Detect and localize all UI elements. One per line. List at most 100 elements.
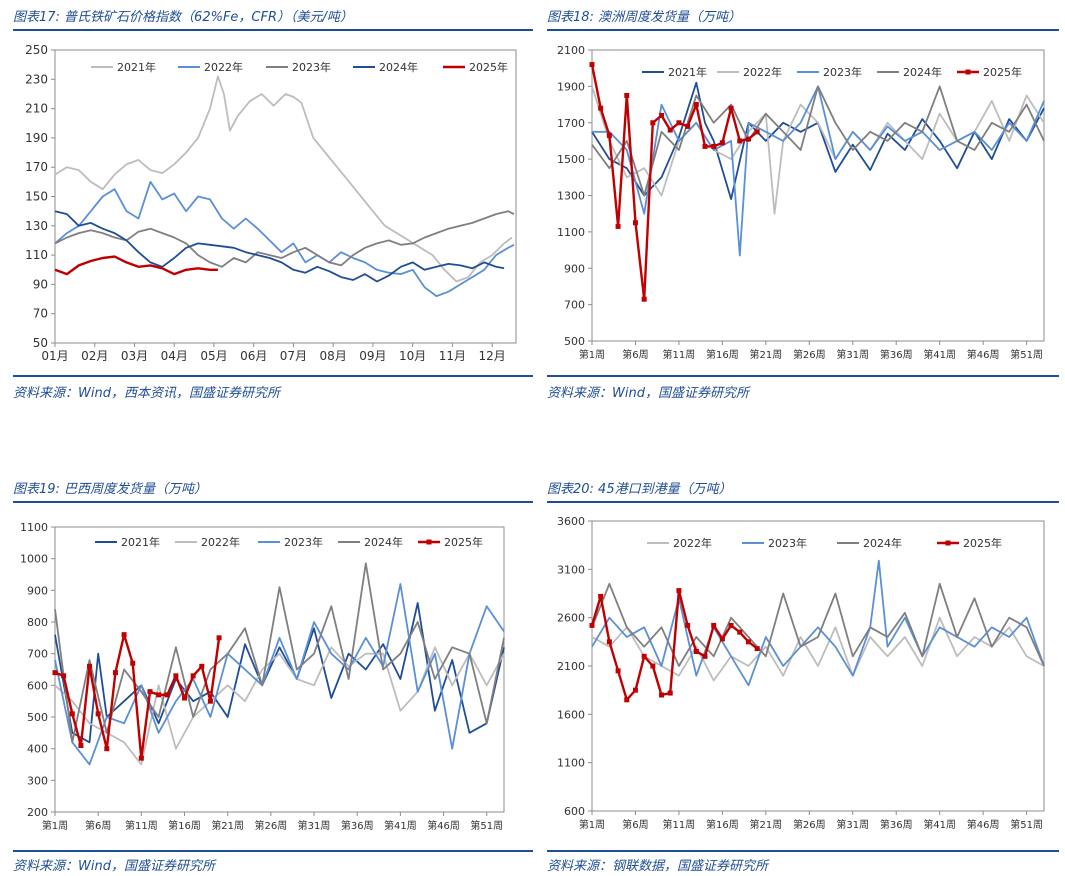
x-tick-label: 第36周 (880, 818, 913, 831)
source-rule (13, 850, 533, 852)
legend-label: 2022年 (743, 65, 782, 79)
series-point-2025年 (702, 143, 708, 149)
series-point-2025年 (667, 690, 673, 696)
x-tick-label: 第46周 (427, 819, 460, 832)
series-point-2025年 (667, 127, 673, 133)
series-point-2025年 (659, 112, 665, 118)
y-tick-label: 250 (25, 43, 48, 57)
x-tick-label: 第16周 (706, 348, 739, 361)
x-tick-label: 第11周 (663, 818, 696, 831)
series-point-2025年 (719, 140, 725, 146)
series-point-2025年 (112, 670, 118, 676)
x-tick-label: 11月 (439, 349, 466, 363)
series-line-2021年 (54, 602, 505, 744)
x-tick-label: 第1周 (579, 348, 605, 361)
chart-australia-shipments: 500 700 900 1100 1300 1500 1700 1900 2100 第1周 第6周 第… (557, 44, 1045, 361)
series-line-2021年 (54, 75, 513, 283)
series-point-2025年 (138, 755, 144, 761)
legend-label: 2024年 (364, 535, 403, 549)
y-tick-label: 200 (27, 806, 48, 819)
series-point-2025年 (199, 663, 205, 669)
series-line-2023年 (592, 85, 1045, 257)
chart-iron-ore-price: 50 70 90 110 130 150 170 190 210 230 250 01月 02月 03月 0… (25, 43, 517, 363)
chart-45-port-arrivals: 600 1100 1600 2100 2600 3100 3600 第1周 第6周 第11周 第16… (557, 515, 1045, 831)
series-point-2025年 (719, 636, 725, 642)
y-tick-label: 900 (564, 262, 585, 275)
series-line-2021年 (591, 81, 1045, 201)
y-tick-label: 190 (25, 131, 48, 145)
series-line-2023年 (54, 210, 515, 268)
legend-label: 2025年 (444, 535, 483, 549)
title-rule (547, 29, 1059, 31)
series-point-2025年 (624, 697, 630, 703)
x-tick-label: 第26周 (254, 819, 287, 832)
source-rule (547, 850, 1059, 852)
y-tick-label: 50 (33, 336, 48, 350)
series-line-2025年 (590, 64, 758, 301)
x-tick-label: 第51周 (1010, 818, 1043, 831)
x-tick-label: 第41周 (384, 819, 417, 832)
plot-frame (591, 49, 1045, 342)
series-line-2023年 (591, 559, 1045, 687)
x-tick-label: 第31周 (836, 818, 869, 831)
x-tick-label: 第11周 (125, 819, 158, 832)
panel-iron-ore-price: 图表17: 普氏铁矿石价格指数（62%Fe，CFR）（美元/吨） 50 70 90 1… (13, 0, 533, 410)
plot-frame (54, 526, 505, 813)
series-point-2025年 (624, 92, 630, 98)
panel-45-port-arrivals: 图表20: 45港口到港量（万吨） 600 1100 1600 2100 2600 310… (547, 472, 1059, 876)
x-tick-label: 第26周 (793, 348, 826, 361)
series-point-2025年 (130, 660, 136, 666)
source-note: 资料来源：Wind，国盛证券研究所 (13, 859, 215, 874)
x-tick-label: 第31周 (836, 348, 869, 361)
legend-marker (945, 540, 951, 546)
legend-marker (426, 539, 432, 545)
series-point-2025年 (207, 698, 213, 704)
x-tick-label: 第11周 (663, 348, 696, 361)
y-tick-label: 700 (27, 648, 48, 661)
series-point-2025年 (685, 622, 691, 628)
series-point-2025年 (52, 670, 58, 676)
series-point-2025年 (190, 673, 196, 679)
y-tick-label: 150 (25, 190, 48, 204)
y-tick-label: 800 (27, 616, 48, 629)
legend-label: 2021年 (668, 65, 707, 79)
y-tick-label: 70 (33, 307, 48, 321)
x-tick-label: 10月 (399, 349, 426, 363)
series-line-2024年 (591, 85, 1045, 197)
legend-label: 2025年 (963, 536, 1002, 550)
x-tick-label: 06月 (240, 349, 267, 363)
legend-label: 2023年 (768, 536, 807, 550)
y-tick-label: 130 (25, 219, 48, 233)
series-line-2024年 (54, 210, 505, 283)
legend-label: 2024年 (903, 65, 942, 79)
series-point-2025年 (147, 689, 153, 695)
title-rule (13, 501, 533, 503)
x-tick-label: 第16周 (706, 818, 739, 831)
series-point-2025年 (676, 588, 682, 594)
y-tick-label: 210 (25, 102, 48, 116)
series-point-2025年 (615, 223, 621, 229)
source-note: 资料来源：钢联数据，国盛证券研究所 (547, 859, 769, 874)
series-line-2025年 (54, 633, 221, 760)
x-tick-label: 第51周 (470, 819, 503, 832)
series-point-2025年 (737, 138, 743, 144)
series-line-2022年 (54, 180, 515, 298)
series-point-2025年 (745, 136, 751, 142)
y-tick-label: 1100 (557, 757, 585, 770)
y-tick-label: 500 (564, 335, 585, 348)
x-tick-label: 第36周 (880, 348, 913, 361)
source-note: 资料来源：Wind，国盛证券研究所 (547, 386, 749, 401)
source-rule (547, 375, 1059, 377)
series-point-2025年 (641, 296, 647, 302)
x-tick-label: 第1周 (42, 819, 68, 832)
x-tick-label: 07月 (280, 349, 307, 363)
x-tick-label: 第36周 (341, 819, 374, 832)
series-point-2025年 (632, 220, 638, 226)
series-point-2025年 (95, 711, 101, 717)
x-tick-label: 第21周 (211, 819, 244, 832)
title-rule (13, 29, 533, 31)
series-point-2025年 (87, 663, 93, 669)
series-line-2024年 (591, 582, 1045, 667)
series-point-2025年 (182, 695, 188, 701)
legend-label: 2022年 (673, 536, 712, 550)
